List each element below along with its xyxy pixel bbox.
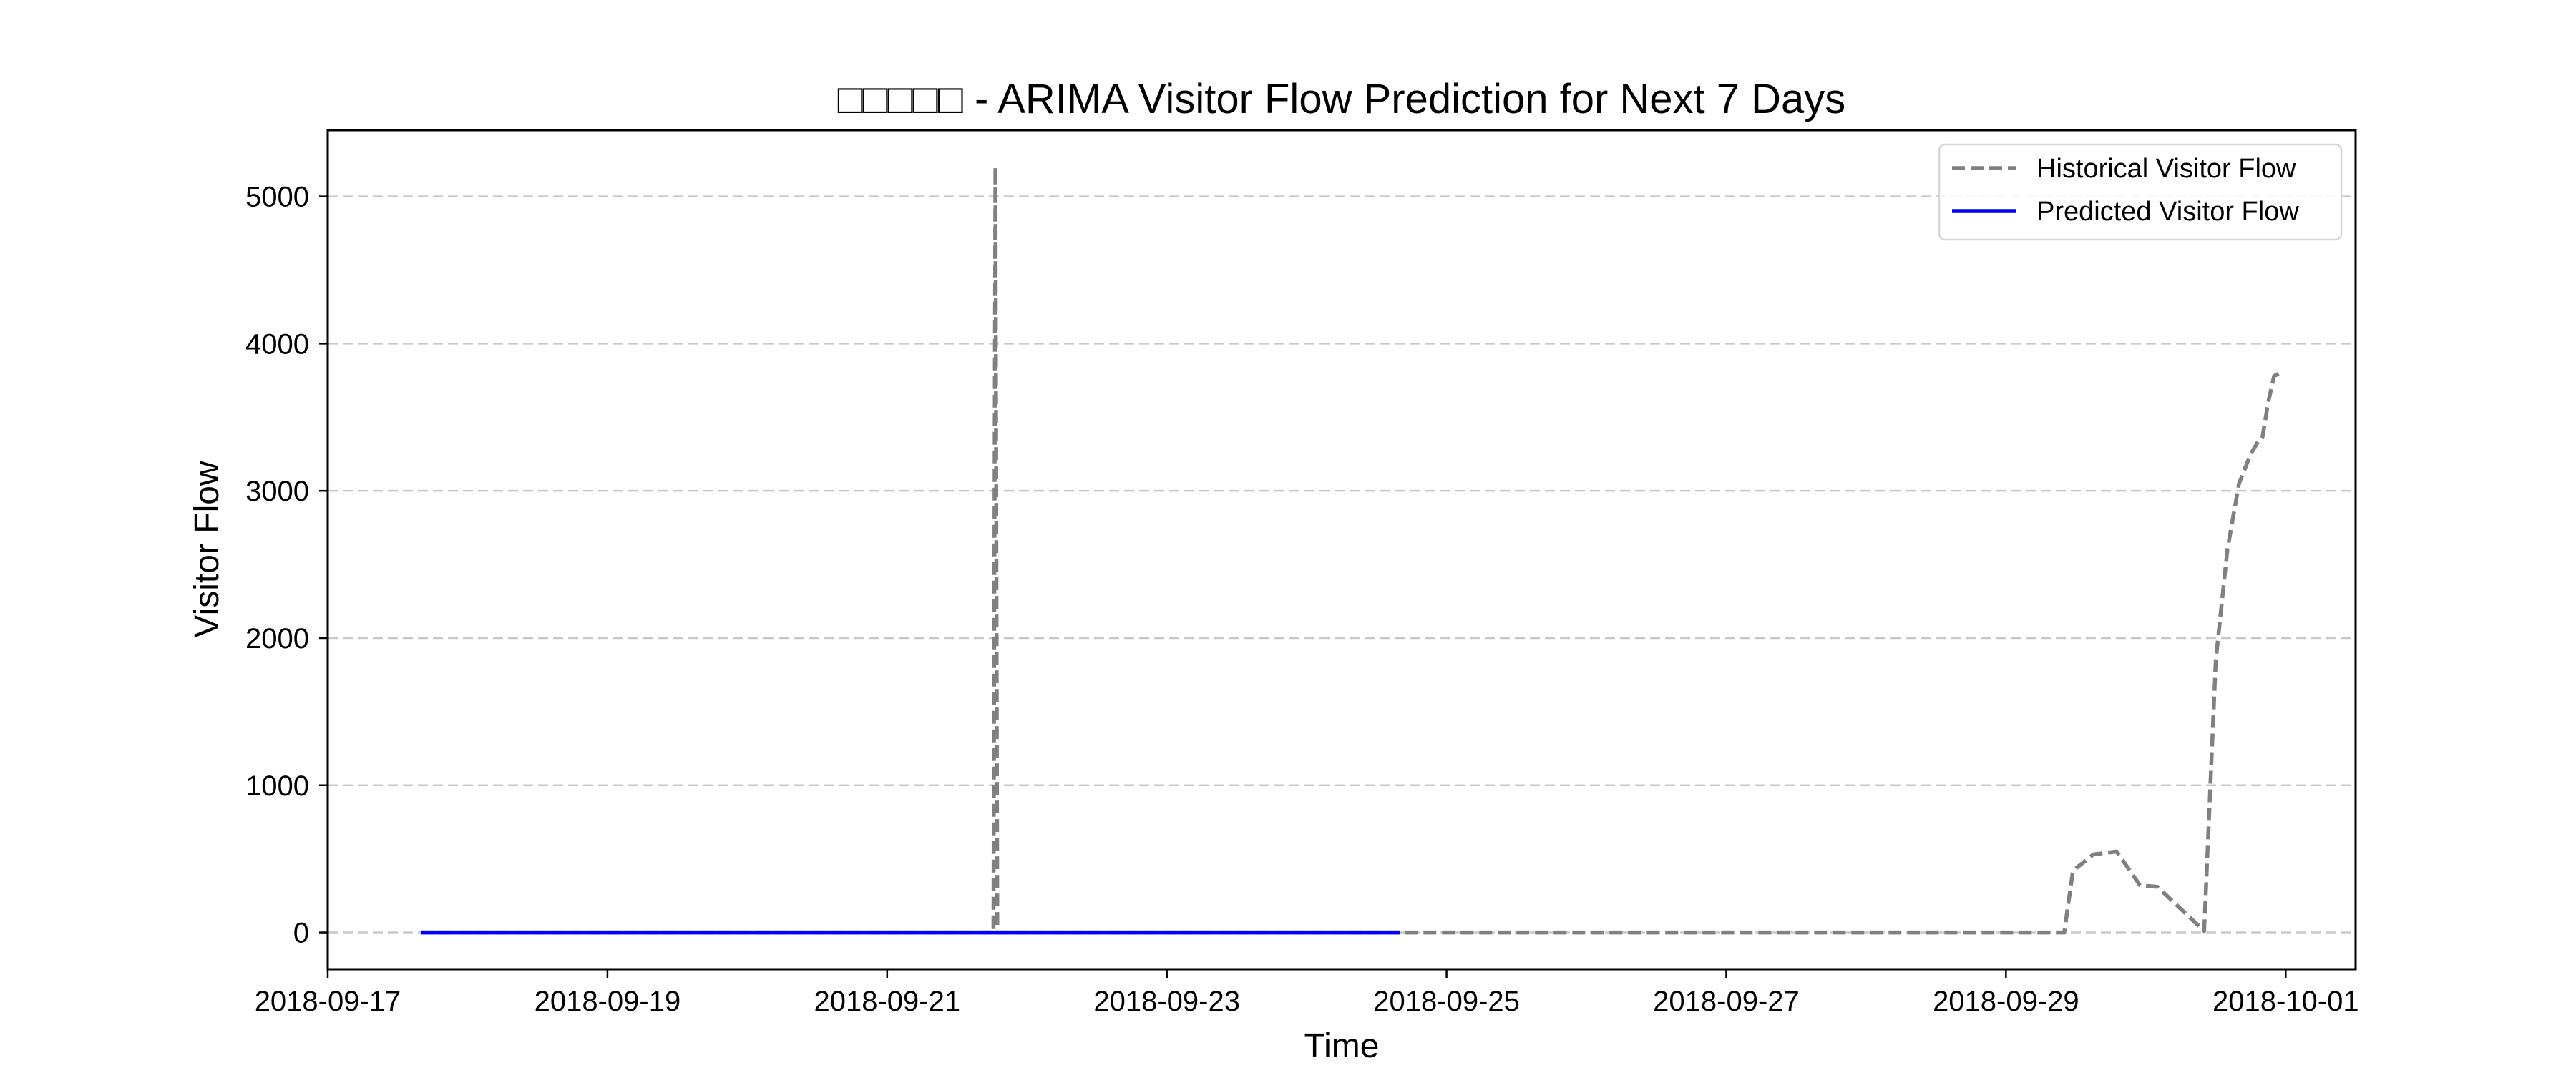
x-tick-label: 2018-10-01 bbox=[2212, 986, 2359, 1017]
x-tick-label: 2018-09-25 bbox=[1373, 986, 1520, 1017]
legend-label: Historical Visitor Flow bbox=[2036, 154, 2296, 184]
legend: Historical Visitor Flow Predicted Visitor… bbox=[1938, 143, 2343, 241]
x-tick-label: 2018-09-29 bbox=[1933, 986, 2079, 1017]
y-axis-label: Visitor Flow bbox=[188, 461, 226, 638]
x-tick-label: 2018-09-23 bbox=[1093, 986, 1240, 1017]
x-tick-label: 2018-09-17 bbox=[255, 986, 401, 1017]
x-axis-label: Time bbox=[1304, 1027, 1380, 1065]
y-tick-label: 3000 bbox=[245, 476, 309, 507]
series-layer bbox=[421, 165, 2281, 935]
x-tick-label: 2018-09-21 bbox=[814, 986, 960, 1017]
legend-label: Predicted Visitor Flow bbox=[2036, 197, 2299, 227]
x-tick-label: 2018-09-19 bbox=[535, 986, 681, 1017]
grid bbox=[328, 195, 2356, 934]
y-tick-label: 5000 bbox=[245, 182, 309, 213]
y-tick-label: 0 bbox=[293, 918, 309, 949]
legend-box bbox=[1938, 143, 2343, 241]
x-axis-ticks: 2018-09-17 2018-09-19 2018-09-21 2018-09-23… bbox=[255, 969, 2359, 1017]
y-tick-label: 1000 bbox=[245, 770, 309, 802]
y-axis-ticks: 0 1000 2000 3000 4000 5000 bbox=[245, 182, 328, 949]
historical-series-line bbox=[421, 165, 2281, 935]
x-tick-label: 2018-09-27 bbox=[1653, 986, 1800, 1017]
y-tick-label: 4000 bbox=[245, 328, 309, 360]
chart-title: □□□□□ - ARIMA Visitor Flow Prediction fo… bbox=[838, 76, 1846, 122]
y-tick-label: 2000 bbox=[245, 623, 309, 655]
plot-frame bbox=[326, 129, 2357, 971]
